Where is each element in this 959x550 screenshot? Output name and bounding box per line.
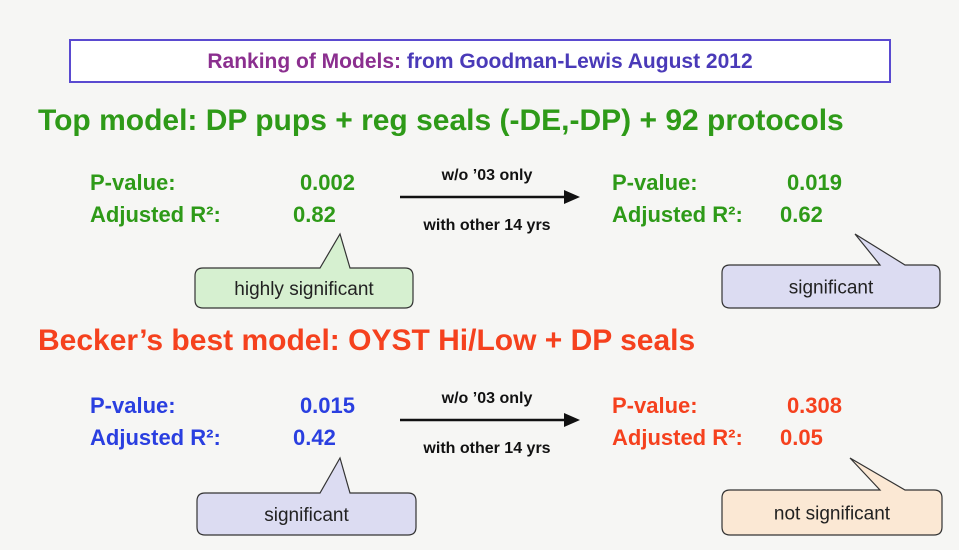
title-rest: from Goodman-Lewis August 2012 — [407, 50, 753, 73]
p-label: P-value: — [90, 170, 176, 195]
r-value: 0.05 — [780, 425, 823, 450]
p-label: P-value: — [612, 170, 698, 195]
left-callout-shape — [196, 456, 417, 536]
title-lead: Ranking of Models: — [207, 50, 401, 73]
r-value: 0.42 — [293, 425, 336, 450]
section-heading: Becker’s best model: OYST Hi/Low + DP se… — [38, 324, 695, 357]
right-callout: significant — [789, 278, 874, 299]
p-label: P-value: — [612, 393, 698, 418]
section-heading: Top model: DP pups + reg seals (-DE,-DP)… — [38, 104, 844, 137]
left-callout: significant — [264, 505, 349, 526]
p-value: 0.019 — [787, 170, 842, 195]
p-value: 0.002 — [300, 170, 355, 195]
r-value: 0.62 — [780, 202, 823, 227]
p-label: P-value: — [90, 393, 176, 418]
right-callout: not significant — [774, 504, 891, 525]
title: Ranking of Models: from Goodman-Lewis Au… — [207, 50, 752, 73]
title-box — [69, 39, 891, 83]
r-label: Adjusted R²: — [612, 425, 743, 450]
p-value: 0.015 — [300, 393, 355, 418]
right-callout-shape — [721, 233, 941, 309]
arrow-top-label: w/o ’03 only — [441, 390, 533, 407]
arrow-head — [564, 190, 580, 204]
arrow-bottom-label: with other 14 yrs — [422, 217, 550, 234]
r-label: Adjusted R²: — [90, 425, 221, 450]
arrow-bottom-label: with other 14 yrs — [422, 440, 550, 457]
left-callout-shape — [194, 232, 414, 309]
r-value: 0.82 — [293, 202, 336, 227]
r-label: Adjusted R²: — [612, 202, 743, 227]
right-callout-shape — [721, 457, 943, 536]
arrow-top-label: w/o ’03 only — [441, 167, 533, 184]
r-label: Adjusted R²: — [90, 202, 221, 227]
p-value: 0.308 — [787, 393, 842, 418]
left-callout: highly significant — [234, 279, 374, 300]
arrow-head — [564, 413, 580, 427]
